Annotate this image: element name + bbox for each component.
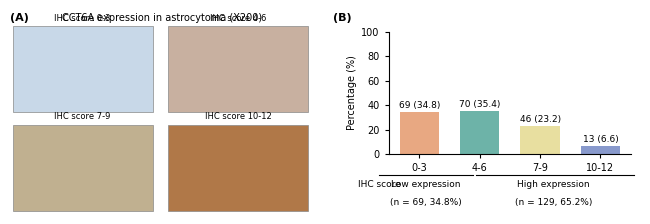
- Text: (B): (B): [333, 13, 352, 23]
- Text: 46 (23.2): 46 (23.2): [519, 115, 561, 124]
- Text: IHC score: IHC score: [358, 181, 400, 190]
- Text: CCT6A expression in astrocytoma (X200): CCT6A expression in astrocytoma (X200): [62, 13, 262, 23]
- Text: High expression: High expression: [517, 181, 590, 190]
- Bar: [581, 146, 620, 154]
- FancyBboxPatch shape: [13, 26, 153, 112]
- Y-axis label: Percentage (%): Percentage (%): [347, 56, 357, 131]
- Text: (n = 69, 34.8%): (n = 69, 34.8%): [390, 198, 462, 207]
- Text: (A): (A): [10, 13, 29, 23]
- Text: Low expression: Low expression: [391, 181, 461, 190]
- Text: 13 (6.6): 13 (6.6): [582, 135, 618, 144]
- FancyBboxPatch shape: [168, 26, 308, 112]
- Text: © WILEY: © WILEY: [554, 32, 621, 46]
- Text: (n = 129, 65.2%): (n = 129, 65.2%): [515, 198, 592, 207]
- Text: IHC score 0-3: IHC score 0-3: [55, 13, 110, 22]
- FancyBboxPatch shape: [168, 125, 308, 211]
- Text: IHC score 4-6: IHC score 4-6: [210, 13, 266, 22]
- Bar: [521, 126, 560, 154]
- Text: IHC score 7-9: IHC score 7-9: [55, 112, 110, 121]
- Text: 69 (34.8): 69 (34.8): [398, 101, 440, 110]
- Bar: [400, 112, 439, 154]
- Text: IHC score 10-12: IHC score 10-12: [205, 112, 271, 121]
- Text: 70 (35.4): 70 (35.4): [459, 100, 500, 109]
- FancyBboxPatch shape: [13, 125, 153, 211]
- Bar: [460, 111, 499, 154]
